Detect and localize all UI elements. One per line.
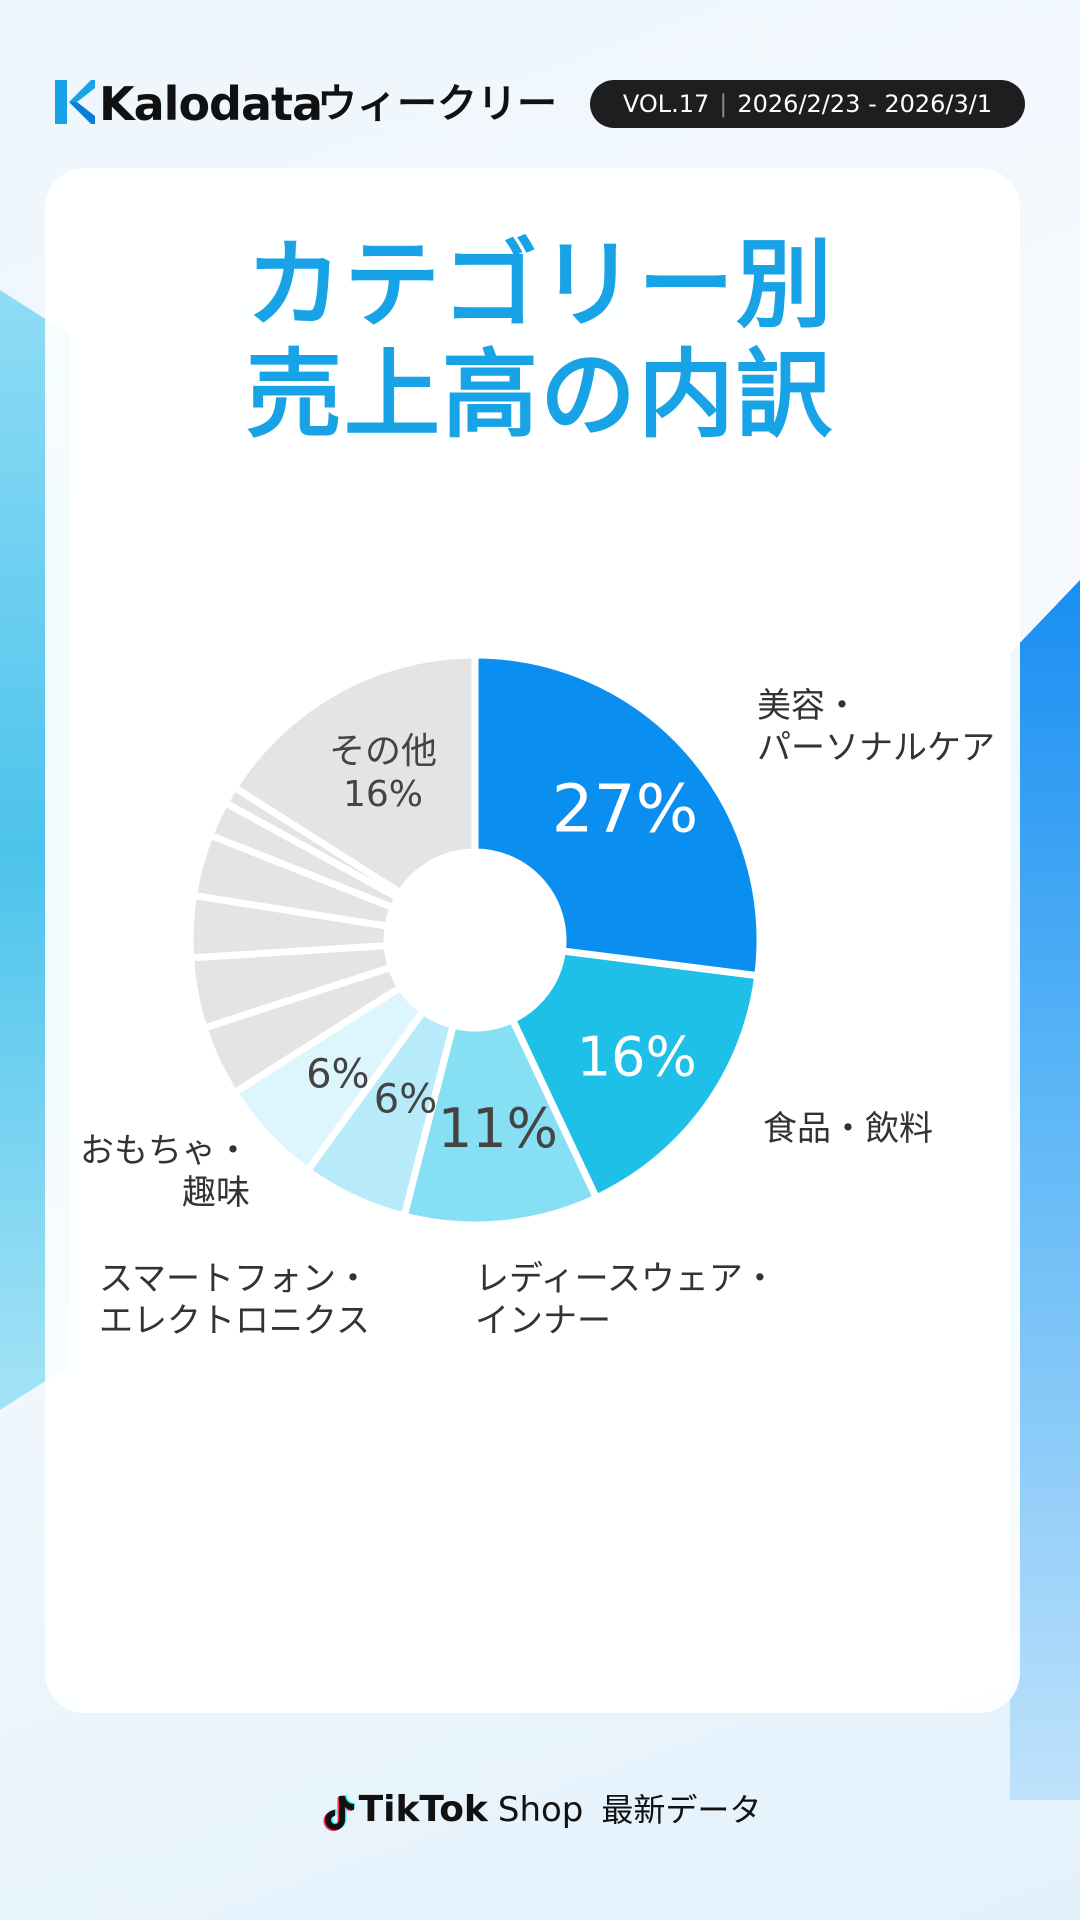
category-label: 趣味 [182, 1173, 250, 1213]
pie-slice [230, 651, 479, 897]
tiktok-note-icon [323, 1794, 355, 1831]
category-label: スマートフォン・ [99, 1259, 370, 1299]
date-range: 2026/2/23 - 2026/3/1 [737, 90, 993, 118]
footer-shop: Shop [497, 1790, 584, 1830]
category-label: レディースウェア・ [475, 1259, 777, 1299]
header: Kalodata ウィークリー VOL.17 | 2026/2/23 - 2026/… [55, 76, 1025, 132]
pie-slice [508, 947, 762, 1202]
pie-slice [471, 651, 764, 980]
title-line-2: 売上高の内訳 [246, 339, 834, 451]
data-label: 27% [552, 771, 699, 848]
category-label: 食品・飲料 [763, 1109, 933, 1149]
category-label: インナー [475, 1301, 611, 1341]
separator: | [719, 90, 728, 118]
category-label: おもちゃ・ [80, 1131, 250, 1171]
footer-brand: TikTok [358, 1789, 488, 1830]
footer: TikTok Shop 最新データ [0, 1780, 1080, 1840]
category-label: エレクトロニクス [99, 1301, 370, 1341]
data-label: 6% [374, 1076, 437, 1122]
background-right-shape [1010, 580, 1080, 1800]
page-title: カテゴリー別 売上高の内訳 [0, 230, 1080, 450]
volume-date-badge: VOL.17 | 2026/2/23 - 2026/3/1 [590, 80, 1025, 128]
kalodata-logo-icon [55, 80, 95, 124]
category-label: その他 [329, 731, 437, 772]
donut-chart: 27%16%11%6%6%美容・パーソナルケア食品・飲料レディースウェア・インナ… [80, 651, 995, 1341]
category-label: パーソナルケア [757, 728, 995, 768]
data-label: 16% [577, 1026, 697, 1089]
volume-number: VOL.17 [622, 90, 710, 118]
brand-name: Kalodata [99, 77, 323, 131]
data-label: 11% [438, 1097, 558, 1160]
category-label: 美容・ [757, 686, 859, 726]
footer-latest-data: 最新データ [601, 1791, 762, 1829]
data-label: 16% [343, 774, 423, 815]
pie-slice [400, 1016, 600, 1229]
weekly-label: ウィークリー [317, 81, 557, 127]
title-line-1: カテゴリー別 [246, 229, 834, 341]
data-label: 6% [306, 1051, 369, 1097]
